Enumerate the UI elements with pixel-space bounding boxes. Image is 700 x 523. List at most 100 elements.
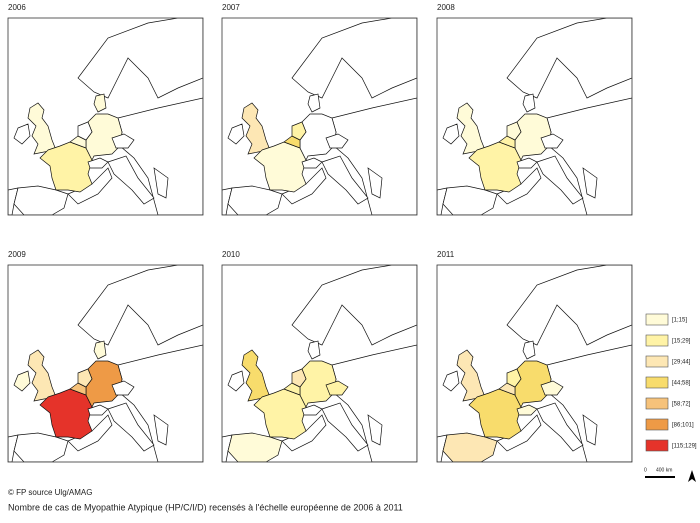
map-content <box>222 18 417 215</box>
legend-swatch <box>645 334 669 347</box>
country <box>442 432 498 462</box>
land <box>536 155 584 205</box>
scale-end: 400 km <box>656 467 672 473</box>
land <box>506 265 632 346</box>
map-content <box>222 265 417 462</box>
land <box>321 155 369 205</box>
map-content <box>437 18 632 215</box>
map-content <box>8 18 203 215</box>
map-year: 2009 <box>8 250 26 259</box>
country <box>540 380 564 396</box>
land <box>77 18 203 99</box>
country <box>291 368 307 388</box>
land <box>582 414 598 446</box>
map-content <box>437 265 632 462</box>
map-frame <box>221 264 418 463</box>
land <box>117 97 203 215</box>
map-year: 2008 <box>437 3 455 12</box>
map <box>436 17 633 216</box>
country <box>27 102 57 155</box>
land <box>8 187 19 215</box>
country <box>227 432 283 462</box>
land <box>506 18 632 99</box>
country <box>111 380 135 396</box>
land <box>153 167 169 199</box>
country <box>227 185 283 215</box>
map <box>436 264 633 463</box>
country <box>87 404 109 416</box>
legend-swatch <box>645 418 669 431</box>
land <box>107 155 155 205</box>
land <box>546 97 632 215</box>
land <box>291 18 417 99</box>
country <box>301 404 323 416</box>
land <box>117 344 203 462</box>
north-arrow <box>688 470 696 482</box>
legend-label: [29;44] <box>672 360 691 366</box>
country <box>307 340 321 360</box>
country <box>241 349 271 402</box>
map-year: 2006 <box>8 3 26 12</box>
country <box>77 121 93 141</box>
country <box>540 133 564 149</box>
land <box>437 187 448 215</box>
land <box>331 97 417 215</box>
legend-label: [115;129] <box>672 444 697 450</box>
land <box>367 414 383 446</box>
land <box>222 187 233 215</box>
scale-bar <box>645 476 675 478</box>
land <box>437 434 448 462</box>
legend-swatch <box>645 439 669 452</box>
land <box>546 344 632 462</box>
legend-label: [15;29] <box>672 339 691 345</box>
country <box>241 102 271 155</box>
scale-start: 0 <box>644 467 647 473</box>
country <box>227 370 245 392</box>
country <box>93 340 107 360</box>
country <box>516 157 538 169</box>
credit: © FP source Ulg/AMAG <box>8 488 92 497</box>
country <box>87 157 109 169</box>
country <box>506 368 522 388</box>
map <box>7 264 204 463</box>
map-frame <box>221 17 418 216</box>
country <box>442 370 460 392</box>
country <box>442 123 460 145</box>
country <box>13 370 31 392</box>
country <box>456 102 486 155</box>
land <box>222 434 233 462</box>
land <box>536 402 584 452</box>
country <box>93 93 107 113</box>
map <box>221 17 418 216</box>
country <box>522 93 536 113</box>
map-year: 2010 <box>222 250 240 259</box>
country <box>111 133 135 149</box>
country <box>291 121 307 141</box>
legend-label: [1;15] <box>672 318 687 324</box>
country <box>442 185 498 215</box>
map-year: 2011 <box>437 250 455 259</box>
country <box>307 93 321 113</box>
map-frame <box>7 264 204 463</box>
legend-label: [86;101] <box>672 423 694 429</box>
country <box>325 380 349 396</box>
country <box>325 133 349 149</box>
country <box>77 368 93 388</box>
country <box>522 340 536 360</box>
country <box>506 121 522 141</box>
country <box>27 349 57 402</box>
legend-swatch <box>645 376 669 389</box>
map-frame <box>436 264 633 463</box>
map <box>7 17 204 216</box>
land <box>8 434 19 462</box>
land <box>77 265 203 346</box>
land <box>582 167 598 199</box>
land <box>153 414 169 446</box>
map-frame <box>7 17 204 216</box>
map-content <box>8 265 203 462</box>
land <box>367 167 383 199</box>
country <box>456 349 486 402</box>
land <box>291 265 417 346</box>
legend-label: [58;72] <box>672 402 691 408</box>
